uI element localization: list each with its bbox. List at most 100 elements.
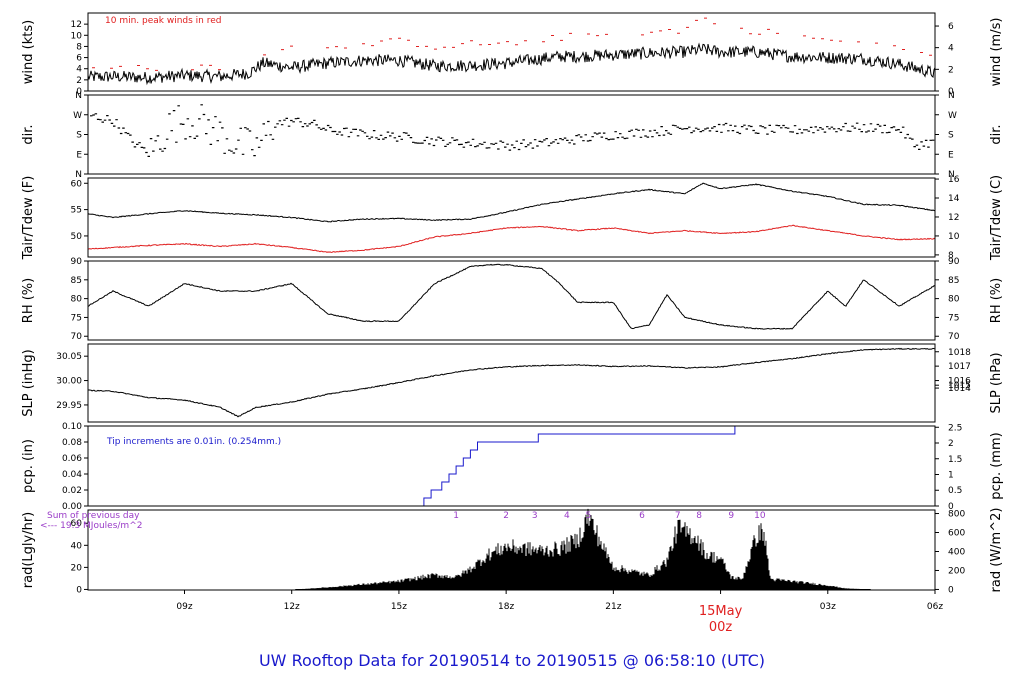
pcp-left-tick-label-5: 0.10: [62, 422, 82, 432]
slp-ylabel-left: SLP (inHg): [21, 349, 36, 417]
rad-marker-8: 8: [696, 511, 702, 521]
chart-title: UW Rooftop Data for 20190514 to 20190515…: [259, 651, 765, 670]
wind-left-tick-label-6: 12: [71, 20, 82, 30]
rad-right-tick-label-0: 0: [948, 585, 954, 595]
pcp-left-tick-label-3: 0.06: [62, 454, 82, 464]
temp-ylabel-right: Tair/Tdew (C): [989, 175, 1004, 261]
rad-annotation-2: <--- 19.3 MJoules/m^2: [40, 521, 142, 531]
pcp-ylabel-right: pcp. (mm): [989, 432, 1004, 499]
slp-right-tick-label-3: 1017: [948, 362, 971, 372]
pcp-left-tick-label-2: 0.04: [62, 470, 82, 480]
slp-left-tick-label-2: 30.05: [56, 352, 82, 362]
x-tick-label-21z: 21z: [605, 602, 621, 612]
rh-left-tick-label-1: 75: [71, 313, 82, 323]
wind-annotation: 10 min. peak winds in red: [105, 16, 222, 26]
temp-left-tick-label-2: 60: [71, 179, 83, 189]
wind-frame: [87, 12, 936, 92]
wind-right-tick-label-1: 2: [948, 65, 954, 75]
dir-right-tick-label-0: N: [948, 91, 955, 101]
rad-left-tick-label-3: 60: [71, 519, 83, 529]
wind-left-tick-label-4: 8: [76, 42, 82, 52]
rad-left-tick-label-2: 40: [71, 541, 83, 551]
rad-ylabel-right: rad (W/m^2): [989, 508, 1004, 593]
rh-right-tick-label-1: 75: [948, 313, 959, 323]
dir-ylabel-left: dir.: [21, 124, 36, 144]
dir-left-tick-label-1: W: [73, 111, 82, 121]
rad-left-tick-label-0: 0: [76, 585, 82, 595]
rad-marker-3: 3: [532, 511, 538, 521]
pcp-ylabel-left: pcp. (in): [21, 439, 36, 493]
temp-ylabel-left: Tair/Tdew (F): [21, 176, 36, 261]
rh-series-0: [87, 263, 936, 330]
panel-temp: 50 55 60 8 10 12 14 16 Tair/Tdew (F) Tair/Tdew (C…: [21, 175, 1004, 261]
temp-left-tick-label-1: 55: [71, 206, 82, 216]
rad-marker-7: 7: [675, 511, 681, 521]
rh-ylabel-right: RH (%): [989, 278, 1004, 323]
slp-right-tick-label-4: 1018: [948, 348, 971, 358]
slp-series-0: [87, 347, 936, 418]
dir-ylabel-right: dir.: [989, 124, 1004, 144]
slp-ylabel-right: SLP (hPa): [989, 352, 1004, 413]
dir-right-tick-label-3: E: [948, 150, 954, 160]
rad-annotation-1: Sum of previous day: [47, 511, 140, 521]
pcp-right-tick-label-4: 2: [948, 439, 954, 449]
wind-right-tick-label-2: 4: [948, 44, 954, 54]
pcp-frame: [87, 425, 936, 507]
x-tick-label-12z: 12z: [284, 602, 300, 612]
rh-ylabel-left: RH (%): [21, 278, 36, 323]
dir-frame: [87, 94, 936, 175]
pcp-right-tick-label-0: 0: [948, 502, 954, 512]
wind-peak-dashes: [92, 17, 932, 71]
rh-right-tick-label-3: 85: [948, 276, 959, 286]
rad-marker-1: 1: [453, 511, 459, 521]
dir-right-tick-label-4: N: [948, 170, 955, 180]
pcp-right-tick-label-1: 0.5: [948, 486, 962, 496]
rh-right-tick-label-4: 90: [948, 257, 960, 267]
wind-left-tick-label-2: 4: [76, 65, 82, 75]
dir-right-tick-label-2: S: [948, 131, 954, 141]
dir-left-tick-label-2: S: [76, 131, 82, 141]
wind-left-tick-label-3: 6: [76, 54, 82, 64]
dir-left-tick-label-0: N: [75, 91, 82, 101]
temp-left-tick-label-0: 50: [71, 232, 83, 242]
rad-marker-5: 5: [585, 511, 591, 521]
x-tick-label-18z: 18z: [498, 602, 514, 612]
rad-marker-2: 2: [503, 511, 509, 521]
x-tick-label-15z: 15z: [391, 602, 407, 612]
wind-ylabel-right: wind (m/s): [989, 18, 1004, 87]
temp-right-tick-label-0: 8: [948, 251, 954, 261]
rad-radiation: [296, 508, 868, 590]
pcp-annotation: Tip increments are 0.01in. (0.254mm.): [106, 437, 281, 447]
wind-left-tick-label-5: 10: [71, 31, 83, 41]
rad-marker-10: 10: [754, 511, 766, 521]
rh-left-tick-label-2: 80: [71, 295, 83, 305]
x-tick-label-03z: 03z: [820, 602, 836, 612]
wind-series-0: [87, 42, 936, 86]
rad-right-tick-label-3: 600: [948, 529, 965, 539]
pcp-left-tick-label-4: 0.08: [62, 438, 82, 448]
x-tick-label-06z: 06z: [927, 602, 943, 612]
rad-right-tick-label-4: 800: [948, 510, 965, 520]
dir-left-tick-label-4: N: [75, 170, 82, 180]
dir-right-tick-label-1: W: [948, 111, 957, 121]
pcp-right-tick-label-2: 1: [948, 471, 954, 481]
day-marker-date: 15May: [699, 604, 743, 619]
rad-right-tick-label-2: 400: [948, 547, 965, 557]
rh-right-tick-label-0: 70: [948, 332, 960, 342]
temp-series-0: [87, 182, 936, 223]
rh-left-tick-label-0: 70: [71, 332, 83, 342]
wind-left-tick-label-1: 2: [76, 76, 82, 86]
rh-left-tick-label-3: 85: [71, 276, 82, 286]
slp-left-tick-label-1: 30.00: [56, 377, 82, 387]
pcp-left-tick-label-0: 0.00: [62, 502, 82, 512]
rad-marker-4: 4: [564, 511, 570, 521]
pcp-left-tick-label-1: 0.02: [62, 486, 82, 496]
temp-frame: [87, 177, 936, 258]
day-marker-time: 00z: [709, 620, 733, 635]
slp-right-tick-label-1: 1015: [948, 381, 971, 391]
temp-right-tick-label-4: 16: [948, 175, 960, 185]
wind-left-tick-label-0: 0: [76, 87, 82, 97]
